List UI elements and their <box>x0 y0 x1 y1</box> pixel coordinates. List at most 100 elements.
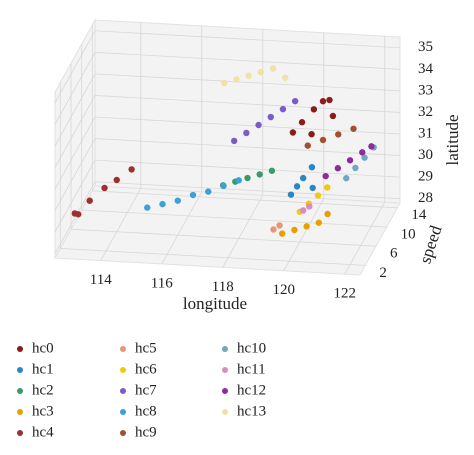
data-point <box>319 98 327 105</box>
data-point <box>314 192 322 199</box>
data-point <box>335 131 342 138</box>
legend-label: hc13 <box>237 403 266 419</box>
data-point <box>291 97 299 105</box>
grid-line <box>60 248 366 266</box>
legend-marker <box>17 367 23 373</box>
legend-label: hc10 <box>237 340 266 356</box>
data-point <box>230 137 238 145</box>
legend-label: hc11 <box>237 361 266 377</box>
data-point <box>329 112 337 120</box>
data-point <box>352 164 359 172</box>
legend-marker <box>222 367 228 373</box>
data-point <box>256 171 263 178</box>
grid-line <box>344 201 386 275</box>
data-point <box>309 184 316 192</box>
data-point <box>346 157 354 164</box>
data-point <box>244 174 251 182</box>
grid-line <box>161 191 203 265</box>
data-point <box>324 184 331 191</box>
grid-line <box>54 30 96 103</box>
data-point <box>298 119 306 126</box>
data-point <box>279 230 286 237</box>
data-point <box>174 197 181 204</box>
grid-line <box>94 159 401 178</box>
z-tick-label: 14 <box>411 207 427 223</box>
x-tick-label: 116 <box>151 275 173 291</box>
y-tick-label: 31 <box>418 125 433 141</box>
data-point <box>279 105 287 113</box>
data-point <box>189 191 197 199</box>
legend-marker <box>222 388 228 394</box>
data-point <box>282 74 289 81</box>
data-point <box>144 204 151 211</box>
data-point <box>269 65 277 72</box>
y-tick-label: 32 <box>418 104 433 120</box>
legend-label: hc9 <box>135 424 157 440</box>
data-point <box>304 142 311 149</box>
legend-marker <box>17 388 23 394</box>
data-point <box>113 176 120 184</box>
legend-label: hc4 <box>32 424 54 440</box>
grid-line <box>54 95 96 168</box>
grid-line <box>81 209 387 228</box>
grid-line <box>94 30 401 49</box>
y-tick-label: 35 <box>418 39 433 55</box>
grid-line <box>54 52 96 125</box>
grid-line <box>54 159 96 233</box>
z-tick-label: 6 <box>390 246 398 262</box>
x-tick-label: 118 <box>212 279 234 295</box>
x-tick-label: 122 <box>334 286 357 302</box>
data-point <box>322 172 329 180</box>
legend-label: hc2 <box>32 382 54 398</box>
grid-line <box>94 138 401 156</box>
data-point <box>159 200 166 208</box>
legend-marker <box>17 346 23 352</box>
grid-line <box>94 181 401 200</box>
data-point <box>350 125 357 132</box>
legend-marker <box>17 430 23 436</box>
data-point <box>205 188 212 195</box>
data-point <box>319 136 327 144</box>
grid-line <box>94 116 401 135</box>
grid-line <box>94 73 401 92</box>
data-point <box>303 223 310 230</box>
data-point <box>361 154 368 161</box>
data-point <box>306 203 313 210</box>
z-axis-label: speed <box>415 223 445 266</box>
data-point <box>334 165 342 172</box>
data-point <box>267 113 274 121</box>
grid-line <box>54 138 96 211</box>
y-tick-label: 34 <box>418 61 434 77</box>
legend-marker <box>120 430 126 436</box>
legend-label: hc12 <box>237 382 266 398</box>
data-point <box>86 197 93 204</box>
data-point <box>315 219 323 226</box>
data-point <box>299 207 307 214</box>
data-point <box>310 106 318 113</box>
data-point <box>268 167 276 174</box>
y-tick-label: 30 <box>418 147 433 163</box>
x-tick-label: 120 <box>273 282 296 298</box>
y-tick-label: 28 <box>418 190 433 206</box>
grid-line <box>54 181 96 254</box>
data-point <box>359 149 366 156</box>
legend-marker <box>17 409 23 415</box>
data-point <box>308 163 316 171</box>
x-axis-label: longitude <box>183 294 247 313</box>
grid-line <box>222 195 264 268</box>
data-point <box>255 121 262 129</box>
panes <box>54 18 401 276</box>
grid-line <box>70 228 377 247</box>
data-point <box>291 226 298 234</box>
data-point <box>243 129 250 137</box>
grid-line <box>54 116 96 190</box>
legend-label: hc3 <box>32 403 54 419</box>
legend-label: hc7 <box>135 382 157 398</box>
data-point <box>221 79 228 87</box>
legend-marker <box>120 367 126 373</box>
data-point <box>326 96 333 104</box>
y-axis-label: latitude <box>443 115 462 166</box>
data-point <box>235 177 242 184</box>
data-point <box>368 143 375 150</box>
data-point <box>289 129 297 136</box>
